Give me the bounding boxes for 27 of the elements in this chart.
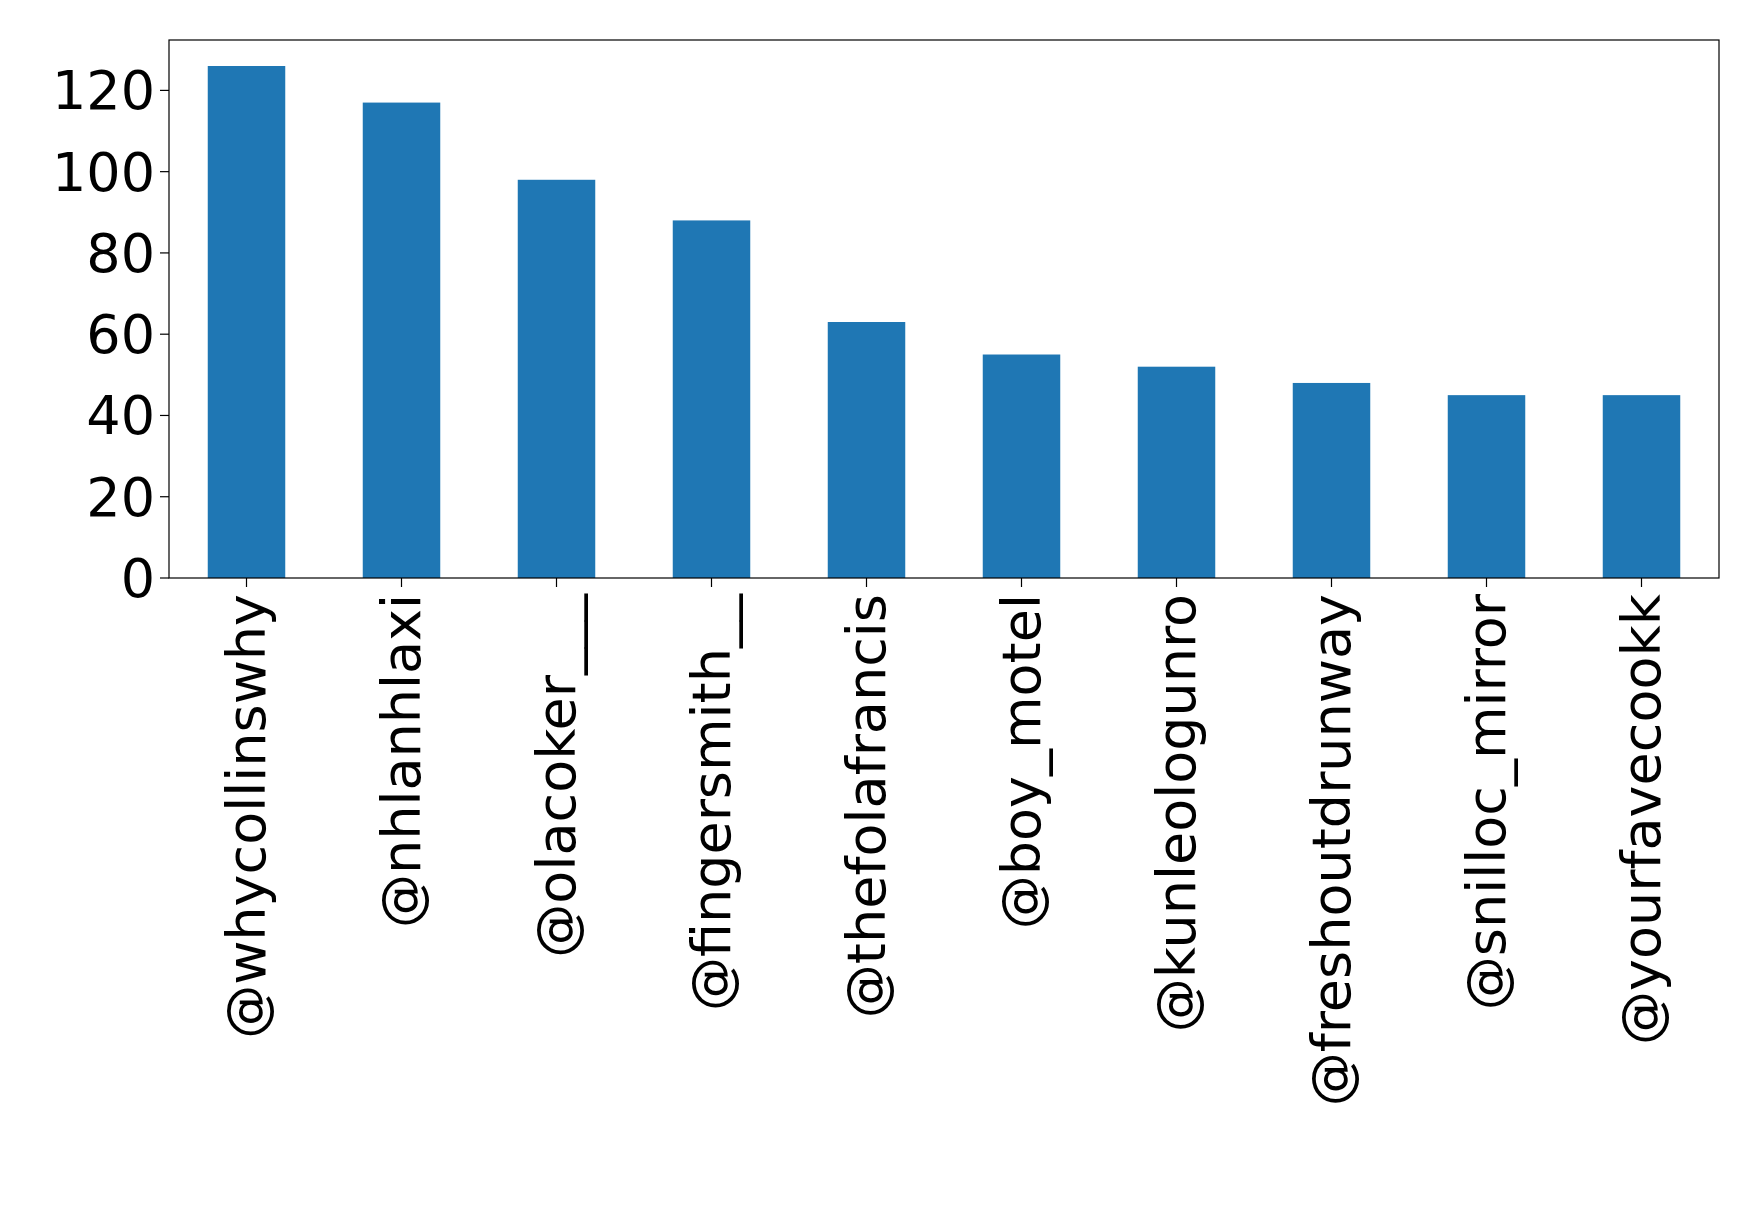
- y-tick-label: 80: [86, 221, 155, 285]
- bar: [517, 179, 596, 578]
- x-tick-label: @snilloc_mirror: [1455, 593, 1519, 1011]
- x-tick-label: @freshoutdrunway: [1300, 594, 1364, 1107]
- y-tick-label: 0: [120, 546, 155, 610]
- bar: [362, 102, 441, 578]
- y-tick-label: 20: [86, 465, 155, 529]
- bar: [1292, 382, 1371, 578]
- x-tick-label: @boy_motel: [990, 594, 1054, 930]
- bar: [1137, 366, 1216, 578]
- bar: [207, 66, 286, 578]
- x-tick-label: @whycollinswhy: [215, 594, 279, 1039]
- y-tick-label: 100: [51, 140, 155, 204]
- y-tick-label: 120: [51, 59, 155, 123]
- x-tick-label: @fingersmith__: [680, 593, 744, 1012]
- y-tick-label: 60: [86, 303, 155, 367]
- x-tick-label: @thefolafrancis: [835, 594, 899, 1019]
- bar: [982, 354, 1061, 578]
- x-tick-label: @olacoker___: [525, 593, 589, 958]
- bar: [672, 220, 751, 578]
- y-tick-label: 40: [86, 384, 155, 448]
- bar: [1602, 395, 1681, 578]
- x-tick-label: @yourfavecookk: [1610, 593, 1674, 1046]
- x-tick-label: @kunleologunro: [1145, 594, 1209, 1033]
- bar: [1447, 395, 1526, 578]
- bar: [827, 322, 906, 578]
- x-tick-label: @nhlanhlaxi: [370, 594, 434, 929]
